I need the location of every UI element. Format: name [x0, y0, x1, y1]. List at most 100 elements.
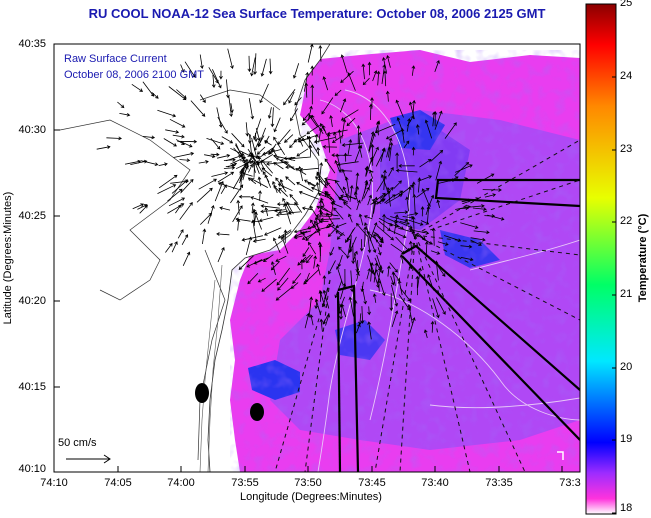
current-vector	[289, 139, 298, 149]
current-vector	[179, 158, 191, 163]
current-vector	[370, 97, 374, 109]
current-vector	[411, 146, 416, 156]
current-vector	[177, 139, 198, 144]
current-vector	[256, 146, 266, 155]
current-vector	[325, 313, 331, 326]
current-vector	[430, 250, 441, 255]
current-vector	[462, 197, 480, 205]
current-vector	[301, 230, 312, 235]
current-vector	[334, 280, 343, 299]
current-vector	[386, 137, 393, 158]
x-tick-label: 73:50	[294, 477, 322, 489]
current-vector	[184, 61, 196, 78]
current-vector	[259, 83, 269, 104]
current-vector	[363, 226, 368, 247]
colorbar-tick-label: 23	[620, 143, 633, 155]
current-vector	[267, 107, 272, 119]
current-vector	[250, 219, 262, 224]
current-vector	[421, 188, 430, 206]
current-vector	[270, 261, 280, 271]
current-vector	[165, 242, 173, 253]
current-vector	[241, 235, 263, 242]
current-vector	[372, 70, 378, 82]
current-vector	[357, 145, 363, 158]
current-vector	[394, 190, 404, 197]
current-vector	[433, 111, 438, 127]
current-vector	[389, 293, 394, 312]
current-vector	[322, 289, 330, 309]
current-vector	[372, 293, 377, 303]
current-vector	[219, 70, 223, 80]
current-vector	[277, 277, 289, 291]
current-vector	[318, 127, 323, 143]
current-vector	[377, 247, 382, 256]
x-tick-label: 73:35	[485, 477, 513, 489]
current-vector	[361, 63, 366, 80]
corner-mark	[557, 451, 564, 460]
current-vector	[341, 142, 364, 147]
current-vector	[306, 254, 313, 264]
current-vector	[250, 57, 256, 77]
current-vector	[292, 63, 300, 79]
current-vector	[204, 154, 216, 159]
current-vector	[157, 109, 177, 118]
current-vector	[273, 136, 286, 156]
current-vector	[251, 159, 256, 173]
current-vector	[310, 65, 315, 76]
current-vector	[298, 190, 320, 200]
current-vector	[341, 168, 348, 183]
current-vector	[326, 212, 335, 227]
current-vector	[322, 275, 327, 285]
current-vector	[368, 178, 373, 189]
current-vector	[313, 255, 318, 269]
current-vector	[347, 72, 356, 91]
current-vector	[276, 202, 299, 207]
current-vector	[334, 179, 345, 194]
current-vector	[295, 168, 307, 175]
current-vector	[168, 86, 187, 101]
current-vector	[257, 127, 266, 148]
current-vector	[176, 89, 187, 99]
current-vector	[190, 100, 206, 117]
shore-contour	[199, 264, 223, 472]
current-vector	[182, 251, 191, 266]
current-vector	[302, 113, 310, 122]
current-vector	[290, 108, 298, 122]
y-tick-label: 40:30	[18, 124, 46, 136]
current-vector	[252, 208, 262, 230]
current-vector	[349, 184, 354, 203]
current-vector	[346, 117, 356, 127]
x-tick-label: 74:00	[167, 477, 195, 489]
current-vector	[417, 175, 433, 182]
current-vector	[181, 234, 189, 245]
x-tick-label: 73:3	[559, 477, 581, 489]
current-vector	[322, 124, 327, 135]
current-vector	[177, 229, 184, 239]
x-tick-label: 74:05	[104, 477, 132, 489]
current-vector	[333, 207, 344, 220]
current-vector	[311, 115, 324, 135]
colorbar-tick-label: 20	[620, 361, 633, 373]
current-vector	[179, 201, 193, 220]
current-vector	[316, 205, 329, 212]
current-vector	[395, 236, 410, 252]
current-vector	[284, 161, 296, 171]
current-vector	[227, 48, 234, 70]
current-vector	[261, 167, 273, 177]
current-vector	[355, 172, 360, 194]
current-vector	[390, 216, 409, 223]
current-vector	[337, 129, 342, 144]
bay-outline	[59, 89, 281, 461]
current-vector	[376, 70, 381, 86]
current-vector	[330, 200, 336, 217]
current-vector	[340, 282, 347, 300]
current-vector	[386, 55, 391, 68]
current-vector	[200, 212, 213, 225]
current-vector	[158, 162, 168, 167]
current-vector	[377, 265, 383, 283]
current-vector	[270, 107, 275, 128]
current-vector	[348, 296, 354, 317]
current-vector	[437, 178, 456, 184]
current-vector	[355, 185, 360, 197]
current-vector	[219, 206, 231, 211]
